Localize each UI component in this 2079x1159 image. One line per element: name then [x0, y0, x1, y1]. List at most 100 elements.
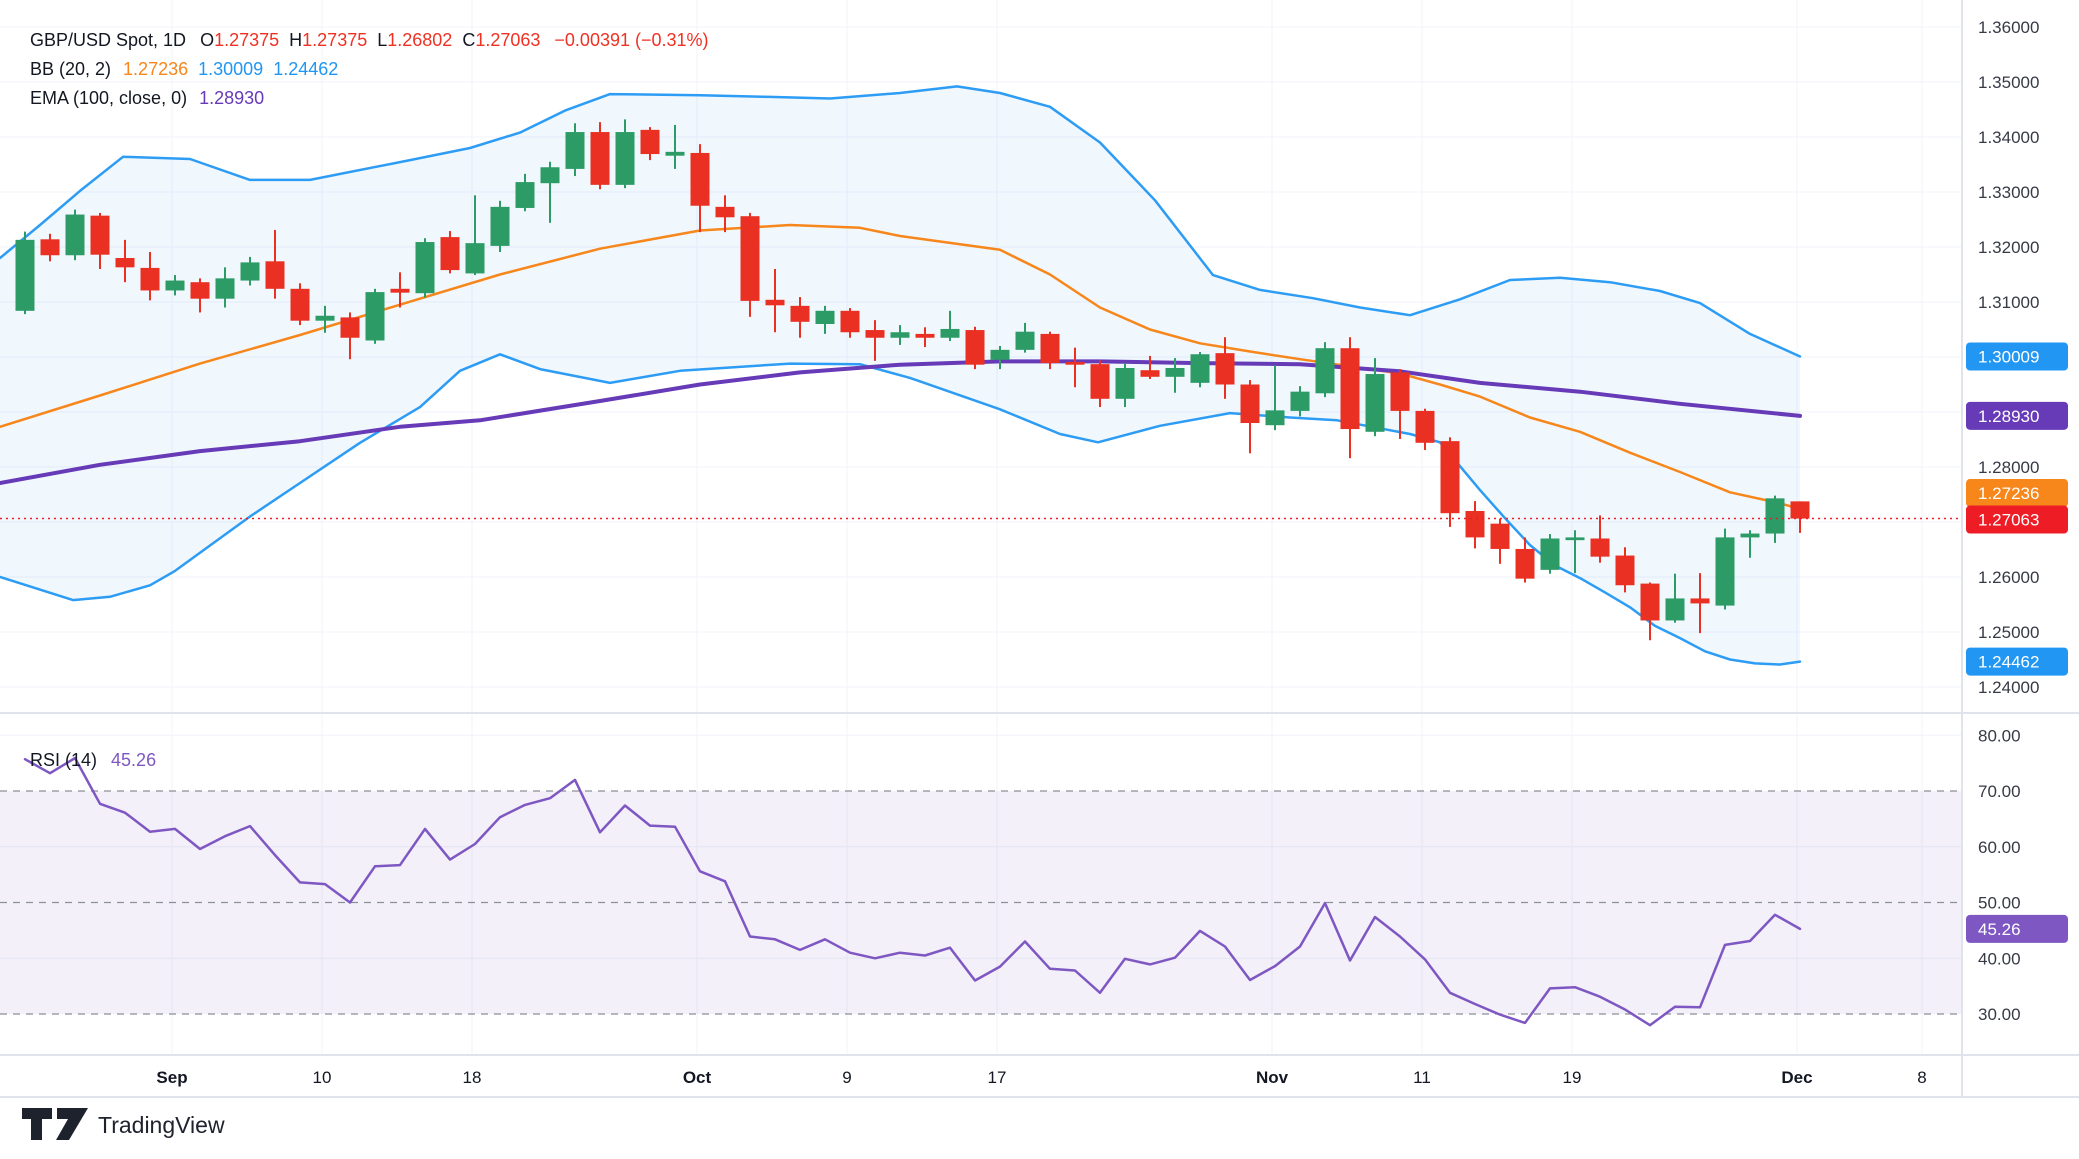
candle-body[interactable] — [1665, 598, 1685, 621]
time-axis-label[interactable]: 19 — [1563, 1068, 1582, 1087]
candle-body[interactable] — [615, 132, 635, 185]
candle-body[interactable] — [1290, 391, 1310, 411]
candle-body[interactable] — [965, 330, 985, 365]
candle-body[interactable] — [740, 216, 760, 301]
candle-body[interactable] — [115, 258, 135, 268]
candle-body[interactable] — [1315, 348, 1335, 394]
candle-body[interactable] — [1040, 333, 1060, 364]
candle-body[interactable] — [1465, 511, 1485, 538]
candle-body[interactable] — [240, 262, 260, 281]
bb-upper-line — [0, 85, 1802, 358]
candle-body[interactable] — [1140, 370, 1160, 377]
candle-body[interactable] — [690, 152, 710, 206]
candle-body[interactable] — [665, 151, 685, 156]
candle-body[interactable] — [1440, 441, 1460, 514]
candle-body[interactable] — [1165, 368, 1185, 377]
candle-body[interactable] — [1740, 533, 1760, 538]
candle-body[interactable] — [190, 282, 210, 299]
candle-body[interactable] — [365, 292, 385, 341]
candle-body[interactable] — [1765, 498, 1785, 534]
candle-body[interactable] — [1240, 384, 1260, 424]
candle-body[interactable] — [1190, 354, 1210, 383]
candle-body[interactable] — [165, 280, 185, 291]
price-chip — [1966, 647, 2068, 676]
candle-body[interactable] — [215, 278, 235, 299]
candle-body[interactable] — [1365, 374, 1385, 432]
candle-body[interactable] — [1640, 583, 1660, 621]
rsi-legend[interactable]: RSI (14) 45.26 — [30, 750, 156, 770]
candle-body[interactable] — [1590, 538, 1610, 557]
candle-body[interactable] — [1390, 372, 1410, 411]
tradingview-brand[interactable]: TradingView — [98, 1112, 225, 1138]
candle-body[interactable] — [1615, 555, 1635, 586]
candle-body[interactable] — [790, 305, 810, 322]
candle-body[interactable] — [1340, 348, 1360, 430]
candle-body[interactable] — [1215, 353, 1235, 385]
legend-ema[interactable]: EMA (100, close, 0) 1.28930 — [30, 88, 264, 108]
candle-body[interactable] — [1415, 410, 1435, 443]
candle-body[interactable] — [1515, 548, 1535, 579]
candle-body[interactable] — [990, 349, 1010, 360]
time-axis-label[interactable]: Nov — [1256, 1068, 1289, 1087]
candle-body[interactable] — [1690, 598, 1710, 604]
bb-basis-line — [0, 223, 1802, 511]
legend-bb[interactable]: BB (20, 2) 1.27236 1.30009 1.24462 — [30, 59, 338, 79]
tradingview-logo-icon[interactable] — [56, 1108, 88, 1140]
candle-body[interactable] — [65, 214, 85, 256]
candle-body[interactable] — [1115, 368, 1135, 399]
candle-body[interactable] — [465, 243, 485, 274]
candle-body[interactable] — [815, 310, 835, 324]
candle-body[interactable] — [915, 333, 935, 338]
rsi-axis-label: 70.00 — [1978, 782, 2021, 801]
time-axis-label[interactable]: Dec — [1781, 1068, 1812, 1087]
candle-body[interactable] — [1090, 364, 1110, 399]
candle-body[interactable] — [40, 239, 60, 256]
time-axis-label[interactable]: 10 — [313, 1068, 332, 1087]
candle-body[interactable] — [390, 288, 410, 293]
candle-body[interactable] — [340, 317, 360, 338]
candle-body[interactable] — [1490, 523, 1510, 549]
price-chip-label: 1.24462 — [1978, 653, 2039, 672]
price-chip-label: 1.30009 — [1978, 348, 2039, 367]
time-axis-label[interactable]: 9 — [842, 1068, 851, 1087]
candle-body[interactable] — [715, 206, 735, 218]
candle-body[interactable] — [415, 242, 435, 294]
candle-body[interactable] — [140, 267, 160, 291]
candle-body[interactable] — [540, 167, 560, 184]
candle-body[interactable] — [15, 239, 35, 311]
candle-body[interactable] — [1015, 331, 1035, 350]
candle-body[interactable] — [1540, 538, 1560, 570]
price-axis-label: 1.31000 — [1978, 293, 2039, 312]
time-axis-label[interactable]: 17 — [988, 1068, 1007, 1087]
candle-body[interactable] — [1715, 537, 1735, 606]
candle-body[interactable] — [315, 315, 335, 321]
time-axis-label[interactable]: Sep — [156, 1068, 187, 1087]
candle-body[interactable] — [565, 132, 585, 169]
candle-body[interactable] — [440, 237, 460, 271]
candle-body[interactable] — [515, 182, 535, 208]
price-axis-label: 1.35000 — [1978, 73, 2039, 92]
candle-body[interactable] — [640, 129, 660, 155]
candle-body[interactable] — [940, 328, 960, 338]
candle-body[interactable] — [265, 261, 285, 289]
candle-body[interactable] — [290, 288, 310, 321]
legend-symbol[interactable]: GBP/USD Spot, 1D O1.27375 H1.27375 L1.26802… — [30, 30, 709, 50]
candle-body[interactable] — [1065, 361, 1085, 365]
time-axis-label[interactable]: 8 — [1917, 1068, 1926, 1087]
candle-body[interactable] — [840, 310, 860, 333]
candle-body[interactable] — [890, 332, 910, 338]
candle-body[interactable] — [590, 132, 610, 185]
candle-body[interactable] — [1790, 501, 1810, 519]
candle-body[interactable] — [90, 215, 110, 255]
time-axis-label[interactable]: 18 — [463, 1068, 482, 1087]
time-axis-label[interactable]: 11 — [1413, 1068, 1431, 1087]
candle-body[interactable] — [865, 330, 885, 338]
candle-body[interactable] — [765, 299, 785, 306]
candle-body[interactable] — [1265, 410, 1285, 426]
candle-body[interactable] — [1565, 537, 1585, 541]
tradingview-logo-icon[interactable] — [22, 1108, 52, 1140]
time-axis-label[interactable]: Oct — [683, 1068, 712, 1087]
candle-body[interactable] — [490, 206, 510, 246]
